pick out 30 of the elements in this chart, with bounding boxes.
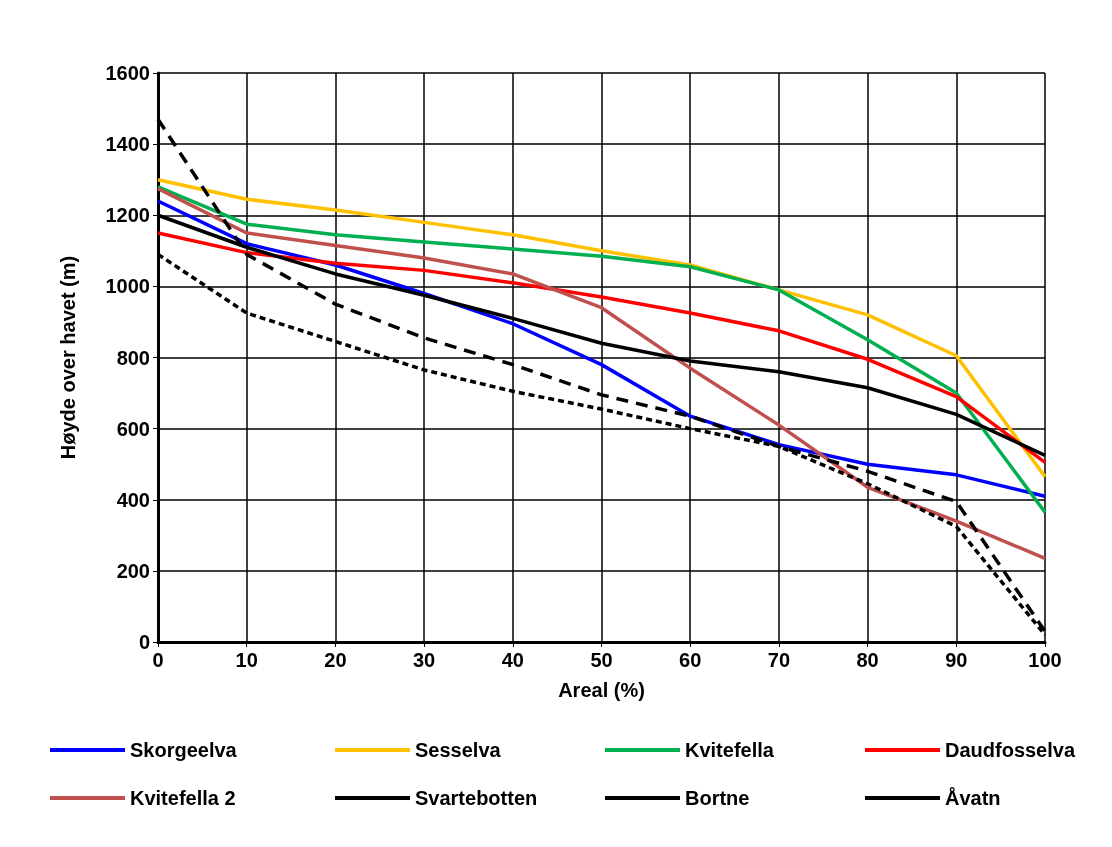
- x-tick-label: 30: [412, 649, 436, 671]
- y-tick-label: 800: [116, 346, 150, 369]
- x-tick-label: 40: [501, 649, 524, 671]
- x-axis-title: Areal (%): [558, 679, 645, 701]
- x-tick-label: 10: [235, 649, 258, 671]
- y-tick-label: 1400: [105, 133, 150, 156]
- legend-label: Daudfosselva: [945, 739, 1076, 761]
- x-tick-label: 80: [856, 649, 879, 671]
- x-tick-label: 90: [945, 649, 968, 671]
- x-tick-label: 70: [767, 649, 791, 671]
- x-tick-label: 60: [679, 649, 702, 671]
- y-tick-label: 400: [116, 488, 150, 511]
- x-tick-label: 20: [324, 649, 347, 671]
- legend-label: Sesselva: [415, 739, 502, 761]
- legend-label: Kvitefella 2: [130, 787, 236, 809]
- legend-label: Bortne: [685, 787, 750, 809]
- y-tick-label: 1000: [105, 275, 150, 298]
- legend-label: Åvatn: [945, 786, 1001, 809]
- x-tick-label: 100: [1028, 649, 1062, 671]
- y-tick-label: 0: [138, 631, 150, 653]
- y-tick-label: 1200: [105, 204, 150, 227]
- legend-label: Kvitefella: [685, 739, 775, 761]
- legend-label: Svartebotten: [415, 787, 538, 809]
- y-tick-label: 200: [116, 559, 150, 582]
- y-tick-label: 600: [116, 417, 150, 440]
- y-axis-title: Høyde over havet (m): [57, 255, 79, 460]
- legend-label: Skorgeelva: [130, 739, 238, 761]
- y-tick-label: 1600: [105, 62, 150, 84]
- x-tick-label: 50: [590, 649, 613, 671]
- x-tick-label: 0: [152, 649, 164, 671]
